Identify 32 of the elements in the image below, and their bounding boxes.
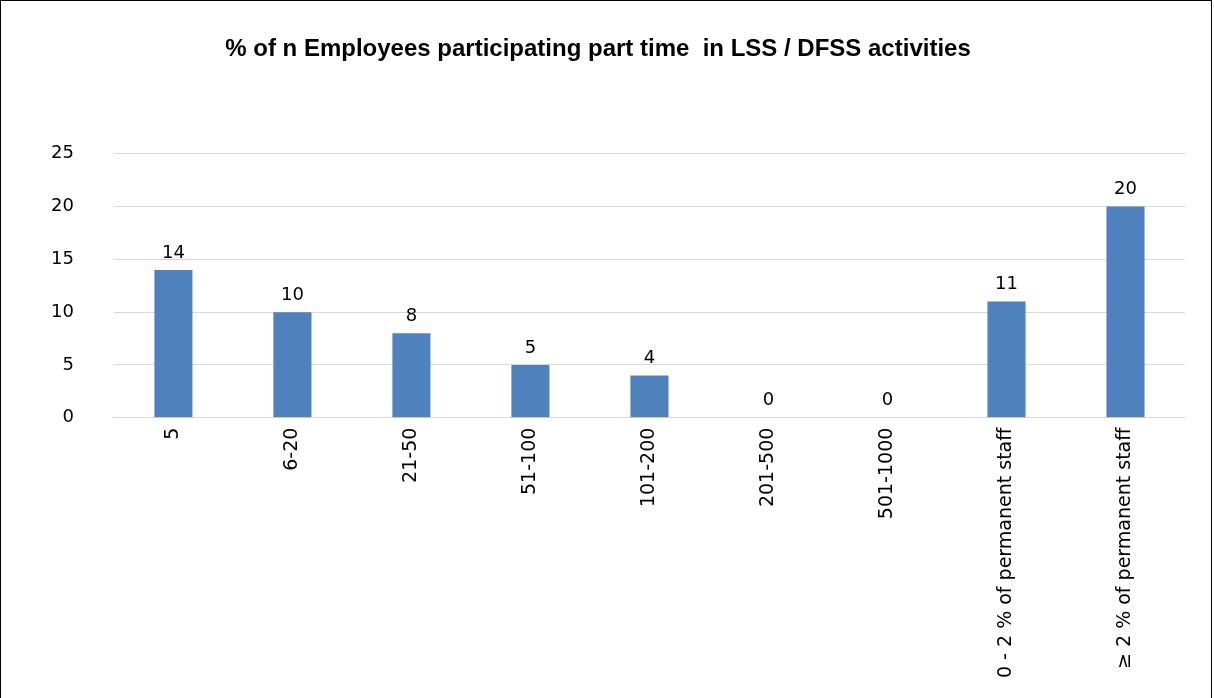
y-tick-label: 5 — [62, 352, 74, 374]
x-tick-label: 201-500 — [755, 427, 778, 508]
data-label: 20 — [1114, 177, 1137, 199]
data-label: 10 — [280, 282, 304, 304]
y-tick-label: 0 — [62, 405, 74, 427]
x-tick-label: 0 - 2 % of permanent staff — [993, 426, 1016, 679]
x-tick-label: 501-1000 — [874, 427, 897, 520]
x-tick-label: ≥ 2 % of permanent staff — [1112, 426, 1135, 669]
data-label: 5 — [524, 335, 537, 357]
y-tick-label: 20 — [51, 194, 74, 216]
data-label: 11 — [995, 272, 1018, 294]
data-label: 8 — [405, 303, 418, 325]
data-label: 0 — [881, 388, 894, 410]
y-tick-label: 25 — [51, 141, 74, 163]
bar — [273, 312, 312, 418]
bar — [511, 364, 550, 418]
data-label: 4 — [643, 346, 656, 368]
bar — [987, 301, 1026, 418]
bar — [392, 333, 431, 418]
x-tick-label: 101-200 — [636, 427, 659, 508]
bar — [154, 269, 193, 418]
x-tick-label: 21-50 — [398, 427, 421, 483]
x-tick-label: 51-100 — [517, 427, 540, 495]
y-tick-label: 15 — [51, 247, 74, 269]
data-label: 0 — [762, 388, 775, 410]
bar — [1106, 206, 1145, 418]
x-tick-label: 5 — [160, 427, 183, 440]
bar — [630, 375, 669, 418]
x-tick-label: 6-20 — [279, 427, 302, 471]
data-label: 14 — [161, 240, 185, 262]
chart-title: % of n Employees participating part time in LSS / DFSS activities — [225, 34, 971, 62]
y-tick-label: 10 — [51, 299, 74, 321]
